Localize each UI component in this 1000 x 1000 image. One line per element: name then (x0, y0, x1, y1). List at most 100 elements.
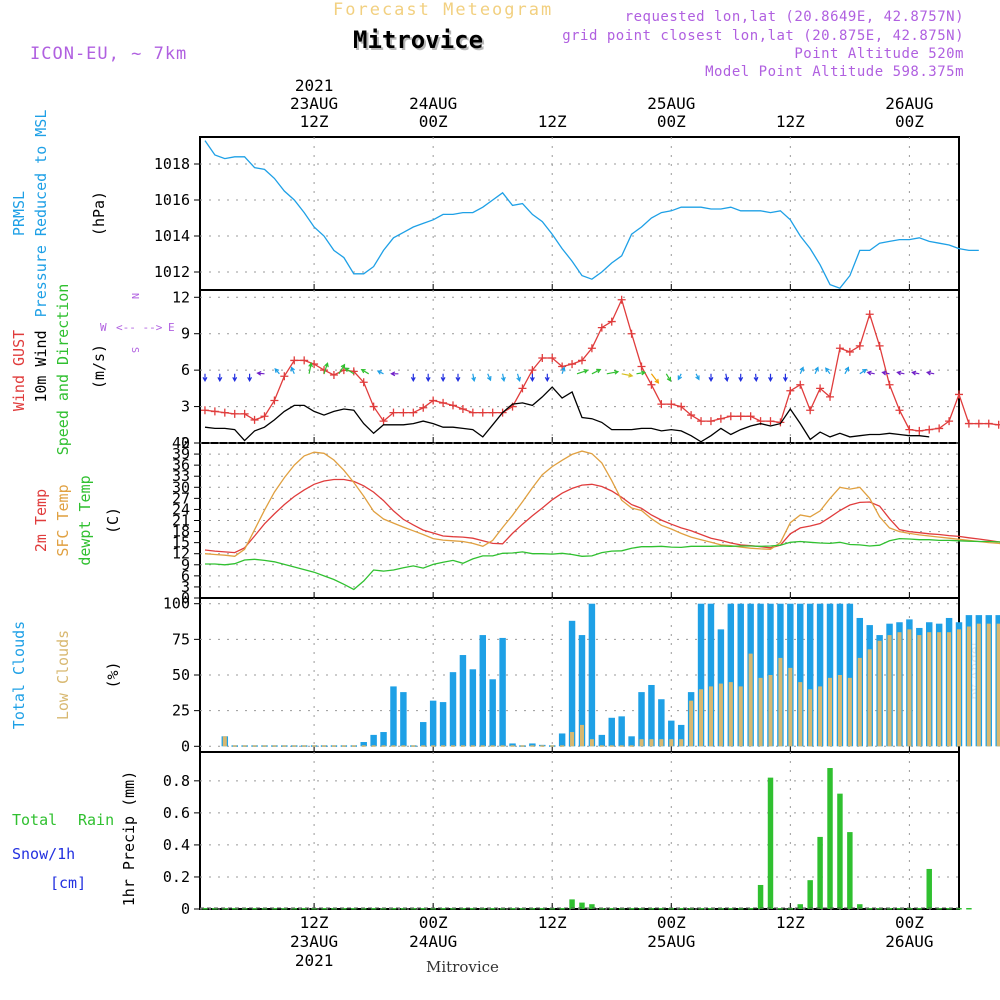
bar (817, 836, 823, 909)
series-marker (865, 310, 874, 319)
series-marker (716, 414, 725, 423)
series-marker (697, 417, 706, 426)
bar (697, 603, 705, 747)
bar (321, 908, 327, 910)
series-marker (984, 419, 993, 428)
bar (648, 908, 655, 910)
series-marker (935, 424, 944, 433)
series-marker (250, 415, 259, 424)
bar (956, 908, 962, 910)
bar (778, 657, 783, 747)
series-marker (796, 380, 805, 389)
compass-arrows: <-- --> (116, 321, 163, 334)
wind-arrow (724, 373, 729, 383)
bar (677, 724, 685, 747)
series-marker (488, 408, 497, 417)
top-time-label: 23AUG (290, 94, 338, 113)
bottom-time-label: 12Z (776, 913, 805, 932)
bar (628, 736, 635, 747)
bar (947, 632, 952, 747)
bar (748, 653, 753, 747)
y-tick-label: 30 (172, 478, 190, 496)
bar (460, 745, 465, 747)
y-tick-label: 21 (172, 512, 190, 530)
y-tick-label: 0.4 (163, 836, 190, 854)
bar (738, 686, 743, 747)
bar (679, 739, 684, 747)
bar (976, 623, 981, 747)
bar (658, 908, 665, 910)
bar (609, 745, 614, 747)
prmsl-label: PRMSL (10, 191, 28, 236)
y-tick-label: 1018 (154, 155, 190, 173)
bar (460, 908, 466, 910)
y-tick-label: 39 (172, 445, 190, 463)
bar (489, 908, 496, 910)
bar (699, 689, 704, 747)
y-tick-label: 0 (181, 737, 190, 755)
bar (262, 745, 267, 747)
series-marker (736, 412, 745, 421)
y-tick-label: 75 (172, 630, 190, 648)
series-marker (369, 402, 378, 411)
bar (758, 677, 763, 747)
top-time-label: 00Z (895, 112, 924, 131)
location-title: Mitrovice (353, 26, 484, 54)
bar (896, 908, 903, 910)
bar (598, 734, 606, 747)
bar (549, 908, 555, 910)
bar (421, 745, 426, 747)
bar (688, 908, 694, 910)
series-marker (468, 408, 477, 417)
top-time-label: 00Z (657, 112, 686, 131)
bar (271, 908, 278, 910)
bar (540, 745, 545, 747)
point-altitude: Point Altitude 520m (794, 46, 964, 62)
bar (708, 686, 713, 747)
dewpt-label: dewpt Temp (76, 475, 94, 565)
compass-s: S (129, 347, 140, 353)
series-marker (200, 406, 209, 415)
top-time-label: 26AUG (885, 94, 933, 113)
y-tick-label: 18 (172, 523, 190, 541)
y-tick-label: 12 (172, 288, 190, 306)
series-line (204, 140, 979, 289)
series-marker (915, 426, 924, 435)
bar (917, 635, 922, 747)
top-time-label: 12Z (300, 112, 329, 131)
y-tick-label: 36 (172, 456, 190, 474)
product-title: Forecast Meteogram (333, 0, 554, 20)
bar (818, 686, 823, 747)
bar (439, 702, 447, 747)
wind-arrow (455, 373, 461, 383)
bar (431, 745, 436, 747)
bar (618, 716, 625, 747)
bar (757, 884, 764, 909)
bar (827, 768, 833, 909)
sfc-temp-label: SFC Temp (54, 484, 72, 556)
wind-gust-label: Wind GUST (10, 330, 28, 411)
bar (360, 908, 367, 910)
bar (927, 632, 932, 747)
bar (867, 649, 872, 747)
series-marker (835, 344, 844, 353)
series-marker (964, 419, 973, 428)
bar (727, 603, 735, 747)
bar (341, 908, 347, 910)
y-tick-label: 1012 (154, 263, 190, 281)
bar (708, 908, 714, 910)
bar (737, 908, 744, 910)
wind-arrow (360, 368, 370, 375)
bar (618, 908, 625, 910)
y-tick-label: 0.2 (163, 868, 190, 886)
wind-arrow (529, 373, 535, 383)
y-tick-label: 3 (181, 398, 190, 416)
bar (322, 745, 327, 747)
wind-arrow (650, 373, 660, 384)
bar (469, 669, 477, 747)
bar (251, 908, 258, 910)
bar (450, 908, 456, 910)
bar (401, 745, 406, 747)
wind-arrow (768, 373, 773, 383)
series-marker (290, 356, 299, 365)
